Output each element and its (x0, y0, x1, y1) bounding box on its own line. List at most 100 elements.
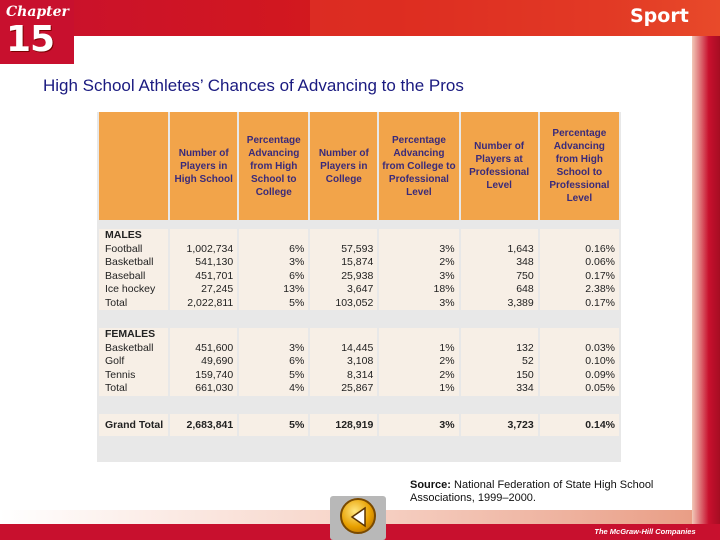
table-cell: 8,314 (310, 368, 378, 382)
table-row: Basketball 451,600 3% 14,445 1% 132 0.03% (99, 341, 619, 355)
table-row: Ice hockey 27,245 13% 3,647 18% 648 2.38% (99, 283, 619, 297)
table-cell: 3% (239, 341, 309, 355)
column-header: Percentage Advancing from College to Pro… (379, 112, 459, 220)
table-cell: 661,030 (170, 382, 238, 396)
table-header-row: Number of Players in High School Percent… (99, 112, 619, 220)
table-row: Tennis 159,740 5% 8,314 2% 150 0.09% (99, 368, 619, 382)
table-cell: 0.16% (539, 242, 619, 256)
row-label: Basketball (99, 256, 169, 270)
chapter-label: Chapter (6, 4, 69, 20)
row-label: Total (99, 296, 169, 310)
column-header: Number of Players at Professional Level (460, 112, 538, 220)
table-cell: 52 (460, 355, 538, 369)
table-cell: 13% (239, 283, 309, 297)
row-label: Golf (99, 355, 169, 369)
stats-table: Number of Players in High School Percent… (97, 112, 621, 436)
publisher-logo: The McGraw-Hill Companies (570, 524, 720, 540)
row-label: Tennis (99, 368, 169, 382)
row-label: Grand Total (99, 413, 169, 436)
table-cell: 3,108 (310, 355, 378, 369)
table-cell: 6% (239, 355, 309, 369)
table-cell: 2.38% (539, 283, 619, 297)
table-cell: 3% (379, 296, 459, 310)
table-cell: 1,643 (460, 242, 538, 256)
table-cell: 2,683,841 (170, 413, 238, 436)
source-label: Source: (410, 479, 451, 491)
table-row: Grand Total 2,683,841 5% 128,919 3% 3,723 0.14… (99, 413, 619, 436)
table-cell: 150 (460, 368, 538, 382)
table-cell: 648 (460, 283, 538, 297)
table-cell: 0.09% (539, 368, 619, 382)
table-cell: 0.06% (539, 256, 619, 270)
table-cell: 3,389 (460, 296, 538, 310)
back-arrow-icon (350, 506, 366, 528)
column-header: Percentage Advancing from High School to… (539, 112, 619, 220)
row-label: Total (99, 382, 169, 396)
table-cell: 1% (379, 382, 459, 396)
table-cell: 3% (379, 413, 459, 436)
page-title: High School Athletes’ Chances of Advanci… (43, 76, 464, 95)
table-cell: 6% (239, 242, 309, 256)
table-cell: 1,002,734 (170, 242, 238, 256)
table-cell: 2% (379, 256, 459, 270)
table-cell: 348 (460, 256, 538, 270)
table-cell: 3% (239, 256, 309, 270)
table-cell: 49,690 (170, 355, 238, 369)
table-row: Total 661,030 4% 25,867 1% 334 0.05% (99, 382, 619, 396)
table-cell: 750 (460, 269, 538, 283)
table-cell: 2,022,811 (170, 296, 238, 310)
table-cell: 5% (239, 413, 309, 436)
table-cell: 3% (379, 269, 459, 283)
column-header (99, 112, 169, 220)
row-label: Ice hockey (99, 283, 169, 297)
table-cell: 57,593 (310, 242, 378, 256)
table-cell: 3,723 (460, 413, 538, 436)
source-note: Source: National Federation of State Hig… (410, 479, 690, 505)
table-row: Total 2,022,811 5% 103,052 3% 3,389 0.17% (99, 296, 619, 310)
table-cell: 5% (239, 296, 309, 310)
table-row: Golf 49,690 6% 3,108 2% 52 0.10% (99, 355, 619, 369)
group-header-row: MALES (99, 229, 619, 243)
table-cell: 25,867 (310, 382, 378, 396)
table-cell: 0.03% (539, 341, 619, 355)
table-cell: 159,740 (170, 368, 238, 382)
table-cell: 3,647 (310, 283, 378, 297)
row-label: Football (99, 242, 169, 256)
column-header: Number of Players in College (310, 112, 378, 220)
table-cell: 451,701 (170, 269, 238, 283)
table-cell: 3% (379, 242, 459, 256)
table-row: Basketball 541,130 3% 15,874 2% 348 0.06% (99, 256, 619, 270)
table-row: Baseball 451,701 6% 25,938 3% 750 0.17% (99, 269, 619, 283)
table-cell: 334 (460, 382, 538, 396)
table-cell: 103,052 (310, 296, 378, 310)
group-header-row: FEMALES (99, 328, 619, 342)
table-row: Football 1,002,734 6% 57,593 3% 1,643 0.16% (99, 242, 619, 256)
table-cell: 18% (379, 283, 459, 297)
table-cell: 2% (379, 355, 459, 369)
stats-table-container: Number of Players in High School Percent… (97, 112, 621, 462)
source-text: National Federation of State High School… (410, 479, 654, 504)
table-cell: 541,130 (170, 256, 238, 270)
table-cell: 132 (460, 341, 538, 355)
table-cell: 27,245 (170, 283, 238, 297)
column-header: Percentage Advancing from High School to… (239, 112, 309, 220)
table-cell: 6% (239, 269, 309, 283)
back-button[interactable] (330, 496, 386, 540)
table-cell: 451,600 (170, 341, 238, 355)
table-cell: 14,445 (310, 341, 378, 355)
table-cell: 5% (239, 368, 309, 382)
table-cell: 4% (239, 382, 309, 396)
table-cell: 1% (379, 341, 459, 355)
section-label: Sport (630, 5, 689, 27)
column-header: Number of Players in High School (170, 112, 238, 220)
chapter-badge: Chapter 15 (0, 0, 74, 64)
table-cell: 0.17% (539, 296, 619, 310)
table-cell: 128,919 (310, 413, 378, 436)
table-cell: 0.10% (539, 355, 619, 369)
chapter-number: 15 (6, 19, 55, 60)
group-label-females: FEMALES (99, 328, 169, 342)
row-label: Baseball (99, 269, 169, 283)
group-label-males: MALES (99, 229, 169, 243)
table-cell: 2% (379, 368, 459, 382)
right-border (692, 36, 720, 540)
